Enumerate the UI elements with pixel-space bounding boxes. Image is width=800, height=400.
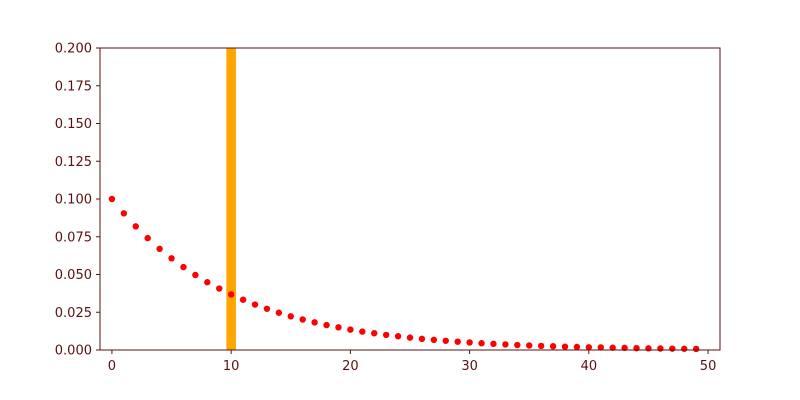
x-tick-label: 50 xyxy=(700,359,717,374)
x-tick-label: 30 xyxy=(461,359,478,374)
y-tick-label: 0.125 xyxy=(55,155,92,170)
data-point xyxy=(549,343,557,350)
data-point xyxy=(406,334,414,341)
data-point xyxy=(311,319,318,326)
data-point xyxy=(323,321,330,329)
y-tick-label: 0.000 xyxy=(55,344,92,359)
data-point xyxy=(442,337,449,344)
data-point xyxy=(299,316,306,323)
y-tick-label: 0.075 xyxy=(55,230,92,245)
data-point xyxy=(347,326,354,333)
data-point xyxy=(681,345,688,352)
data-point xyxy=(263,305,271,312)
data-point xyxy=(192,271,199,279)
data-point xyxy=(597,344,604,351)
data-point xyxy=(239,296,247,303)
x-tick-label: 0 xyxy=(108,359,116,374)
data-point xyxy=(359,328,366,335)
plot-frame xyxy=(99,47,721,351)
data-point xyxy=(645,345,652,352)
data-point xyxy=(514,341,521,349)
data-point xyxy=(669,345,676,352)
data-point xyxy=(609,344,616,351)
data-point xyxy=(692,345,700,353)
data-point xyxy=(537,342,545,350)
data-point xyxy=(573,343,581,351)
scatter-points-layer xyxy=(108,195,700,353)
data-point xyxy=(466,339,473,346)
data-point xyxy=(227,291,235,298)
y-axis: 0.000 0.025 0.050 0.075 0.100 0.125 0.150 0.175… xyxy=(55,42,100,359)
data-point xyxy=(418,335,426,343)
data-point xyxy=(561,343,569,350)
data-point xyxy=(216,285,223,292)
data-point xyxy=(180,263,187,271)
x-tick-label: 20 xyxy=(342,359,359,374)
data-point xyxy=(621,344,628,352)
x-tick-label: 40 xyxy=(581,359,598,374)
data-point xyxy=(251,301,259,308)
highlight-band-layer xyxy=(226,48,236,350)
data-point xyxy=(430,336,438,344)
y-tick-label: 0.150 xyxy=(55,117,92,132)
y-tick-label: 0.175 xyxy=(55,79,92,94)
data-point xyxy=(108,195,116,203)
data-point xyxy=(382,331,390,339)
data-point xyxy=(275,309,283,316)
data-point xyxy=(156,245,163,253)
data-point xyxy=(502,341,509,348)
x-axis: 0 10 20 30 40 50 xyxy=(108,350,717,374)
data-point xyxy=(287,313,294,320)
data-point xyxy=(168,255,175,262)
data-point xyxy=(144,234,151,242)
data-point xyxy=(490,340,497,348)
data-point xyxy=(526,342,533,349)
y-tick-label: 0.200 xyxy=(55,42,92,57)
data-point xyxy=(454,338,461,345)
highlight-band xyxy=(226,48,236,350)
data-point xyxy=(371,330,378,337)
data-point xyxy=(585,344,593,351)
data-point xyxy=(478,340,485,347)
y-tick-label: 0.050 xyxy=(55,268,92,283)
data-point xyxy=(335,324,342,331)
data-point xyxy=(657,345,664,352)
data-point xyxy=(394,333,402,340)
data-point xyxy=(204,279,211,286)
data-point xyxy=(120,210,128,217)
data-point xyxy=(132,223,139,230)
y-tick-label: 0.100 xyxy=(55,193,92,208)
x-tick-label: 10 xyxy=(223,359,240,374)
y-tick-label: 0.025 xyxy=(55,306,92,321)
